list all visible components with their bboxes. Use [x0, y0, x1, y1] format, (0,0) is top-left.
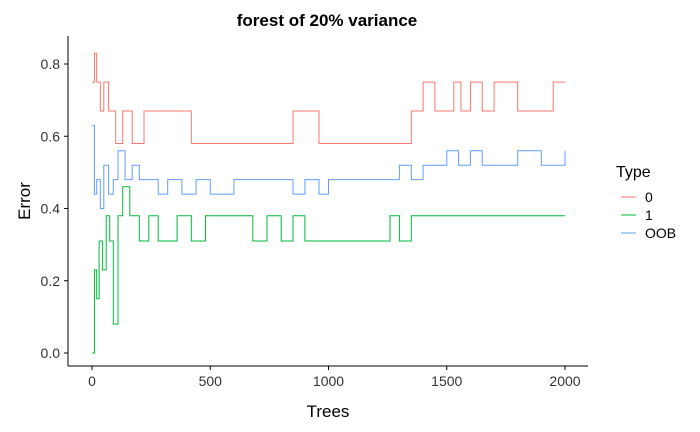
x-axis-label: Trees — [307, 402, 350, 421]
x-tick-label: 0 — [88, 373, 96, 389]
y-tick-label: 0.4 — [41, 201, 61, 217]
x-tick-label: 2000 — [549, 373, 580, 389]
legend-label-oob: OOB — [645, 225, 676, 241]
chart-title: forest of 20% variance — [237, 11, 417, 30]
y-axis-label: Error — [15, 182, 34, 220]
legend-label-1: 1 — [645, 207, 653, 223]
x-tick-label: 1000 — [313, 373, 344, 389]
y-ticks: 0.0 0.2 0.4 0.6 0.8 — [41, 56, 68, 361]
x-ticks: 0 500 1000 1500 2000 — [88, 366, 581, 389]
x-tick-label: 500 — [199, 373, 223, 389]
y-tick-label: 0.0 — [41, 345, 61, 361]
plot-lines — [92, 52, 566, 354]
series-line-oob — [92, 124, 566, 209]
legend: Type 0 1 OOB — [616, 164, 676, 241]
series-line-1 — [92, 186, 565, 354]
legend-title: Type — [616, 164, 651, 181]
y-tick-label: 0.2 — [41, 273, 61, 289]
legend-label-0: 0 — [645, 189, 653, 205]
y-tick-label: 0.6 — [41, 128, 61, 144]
y-tick-label: 0.8 — [41, 56, 61, 72]
legend-items: 0 1 OOB — [621, 189, 676, 241]
series-line-0 — [92, 52, 565, 144]
x-tick-label: 1500 — [431, 373, 462, 389]
